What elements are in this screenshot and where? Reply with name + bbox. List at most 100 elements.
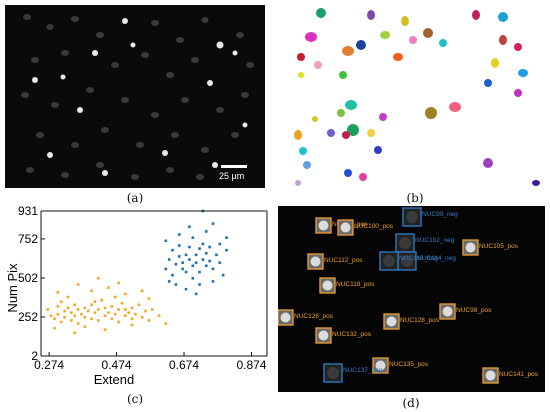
nucleus-label: NUC141_pos	[499, 371, 539, 378]
scatter-point	[204, 264, 208, 268]
scatter-point	[208, 259, 211, 263]
panel-b-segmentation	[283, 5, 545, 188]
scatter-point	[113, 295, 117, 299]
scatter-point	[83, 306, 87, 310]
nucleus-label: NUC100_pos	[354, 223, 394, 230]
scatter-point	[103, 314, 107, 318]
scatter-point	[127, 311, 131, 314]
scatter-point	[201, 258, 205, 261]
y-tick-label: 752	[18, 232, 38, 246]
scatter-point	[198, 283, 201, 286]
y-axis-label: Num Pix	[5, 263, 20, 313]
scatter-point	[140, 289, 144, 293]
scatter-point	[93, 300, 97, 303]
scatter-point	[140, 315, 144, 319]
scatter-point	[164, 239, 168, 243]
scatter-point	[188, 258, 191, 261]
scatter-point	[164, 267, 168, 271]
scatter-point	[73, 303, 77, 307]
scatter-point	[70, 311, 73, 314]
x-tick-label: 0.874	[236, 358, 266, 372]
scatter-point	[134, 312, 137, 316]
nucleus-spot	[310, 256, 321, 267]
scatter-point	[90, 317, 93, 321]
scatter-point	[49, 314, 53, 318]
scatter-point	[201, 242, 205, 246]
x-ticks: 0.274 0.474 0.674 0.874	[34, 352, 267, 372]
scatter-point	[66, 295, 70, 299]
scatter-point	[70, 319, 73, 322]
nucleus-spot	[386, 316, 397, 327]
nuclei-image	[21, 14, 254, 180]
nucleus-label: NUC137_neg	[343, 367, 383, 374]
x-tick-label: 0.474	[102, 358, 132, 372]
scatter-point	[171, 248, 174, 252]
nucleus-spot	[442, 306, 453, 317]
scatter-point	[113, 312, 117, 316]
y-tick-label: 502	[18, 271, 38, 285]
nucleus-spot	[322, 280, 333, 291]
scatter-point	[188, 245, 191, 249]
scatter-point	[194, 253, 198, 257]
scatter-point	[83, 315, 87, 319]
scatter-point	[194, 261, 198, 264]
scatter-point	[124, 292, 127, 296]
nucleus-label: NUC118_pos	[336, 281, 375, 288]
scatter-point	[191, 236, 195, 239]
scatter-point	[73, 331, 77, 335]
scatter-point	[63, 309, 66, 313]
scatter-point	[191, 276, 195, 280]
panel-c-caption: (c)	[126, 392, 144, 406]
scatter-point	[147, 319, 151, 322]
scatter-point	[63, 315, 66, 319]
scatter-point	[171, 273, 174, 277]
scatter-point	[97, 276, 100, 280]
scatter-point	[174, 262, 178, 266]
scatter-point	[188, 225, 191, 229]
nucleus-label: NUC132_pos	[332, 331, 372, 338]
panel-d-classified-nuclei: NUC93_posNUC99_negNUC100_posNUC102_negNU…	[277, 206, 545, 392]
scatter-point	[181, 267, 184, 271]
scatter-point	[208, 245, 211, 249]
y-tick-label: 252	[18, 310, 38, 324]
scatter-point	[46, 308, 50, 311]
scatter-point	[177, 233, 181, 236]
scatter-point	[184, 270, 188, 274]
scatter-plot: 0.274 0.474 0.674 0.874 2 252 502 752 931 Exten…	[5, 204, 268, 387]
panel-a-microscopy-image: 25 µm	[5, 5, 265, 188]
scatter-point	[59, 300, 63, 303]
scatter-point	[110, 317, 114, 321]
panel-c-scatter-chart: 0.274 0.474 0.674 0.874 2 252 502 752 931 Exten…	[2, 204, 272, 387]
scatter-point	[181, 261, 184, 264]
nucleus-label: NUC135_pos	[389, 361, 429, 368]
scatter-point	[211, 280, 215, 283]
nucleus-spot	[399, 237, 411, 249]
scatter-point	[157, 314, 161, 318]
scatter-point	[103, 306, 107, 310]
nucleus-spot	[406, 211, 418, 223]
scatter-point	[221, 273, 225, 277]
scatter-point	[110, 305, 114, 308]
scale-bar-label: 25 µm	[219, 171, 245, 181]
scatter-points	[46, 209, 228, 335]
nucleus-spot	[327, 367, 339, 379]
scatter-point	[130, 317, 134, 321]
scatter-point	[204, 230, 208, 233]
scatter-point	[97, 319, 100, 322]
scatter-point	[144, 309, 147, 313]
nucleus-spot	[375, 360, 386, 371]
y-ticks: 2 252 502 752 931	[18, 204, 45, 363]
scatter-point	[53, 326, 56, 330]
scatter-point	[211, 222, 215, 225]
scatter-point	[147, 297, 151, 300]
scatter-point	[177, 255, 181, 258]
scatter-point	[211, 267, 215, 271]
nucleus-label: NUC102_neg	[415, 237, 455, 244]
scatter-point	[184, 253, 188, 257]
scatter-point	[53, 317, 56, 321]
nucleus-label: NUC105_pos	[479, 243, 519, 250]
scatter-point	[167, 258, 171, 261]
scatter-point	[130, 323, 134, 327]
scatter-point	[66, 306, 70, 310]
nuclei-classification-image: NUC93_posNUC99_negNUC100_posNUC102_negNU…	[277, 207, 539, 384]
